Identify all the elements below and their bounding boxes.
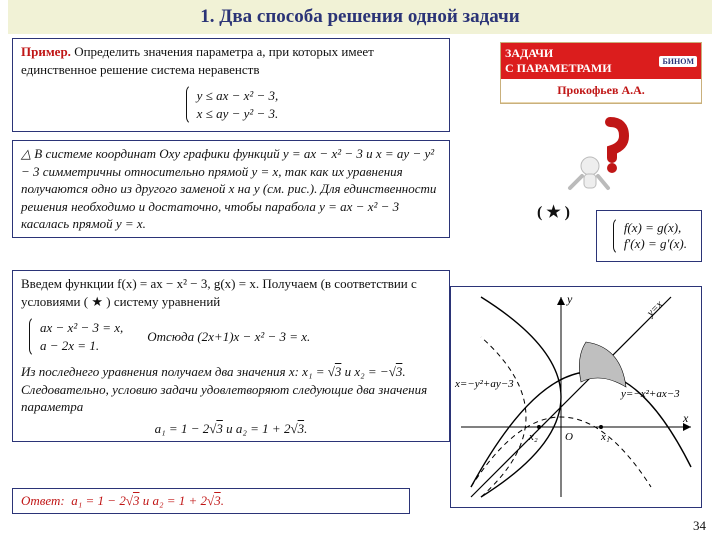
book-cover: ЗАДАЧИ С ПАРАМЕТРАМИ БИНОМ Прокофьев А.А… bbox=[500, 42, 702, 104]
example-box: Пример. Определить значения параметра a,… bbox=[12, 38, 450, 132]
solution-system-row-1: ax − x² − 3 = x, bbox=[40, 319, 123, 337]
tangent-system-row-2: f′(x) = g′(x). bbox=[624, 236, 687, 252]
star-label: ( ★ ) bbox=[537, 202, 570, 222]
example-text: Определить значения параметра a, при кот… bbox=[21, 44, 374, 77]
plot-x1-label: x₁ bbox=[600, 431, 610, 443]
tangent-system-box: f(x) = g(x), f′(x) = g′(x). bbox=[596, 210, 702, 262]
solution-aside: Отсюда (2x+1)x − x² − 3 = x. bbox=[147, 328, 310, 346]
book-title-2: С ПАРАМЕТРАМИ bbox=[505, 61, 612, 75]
solution-system: ax − x² − 3 = x, a − 2x = 1. bbox=[29, 316, 129, 357]
plot-y-axis-label: y bbox=[566, 292, 573, 306]
plot-curve-right-label: y=−x²+ax−3 bbox=[620, 388, 680, 400]
page-number: 34 bbox=[693, 518, 706, 534]
system-1: y ≤ ax − x² − 3, x ≤ ay − y² − 3. bbox=[186, 84, 285, 125]
solution-values: Из последнего уравнения получаем два зна… bbox=[21, 363, 441, 416]
plot-origin-label: O bbox=[565, 431, 573, 443]
book-title-1: ЗАДАЧИ bbox=[505, 46, 553, 60]
page-title: 1. Два способа решения одной задачи bbox=[8, 0, 712, 34]
solution-a-values: a₁ = 1 − 2√3 и a₂ = 1 + 2√3. bbox=[21, 420, 441, 438]
answer-label: Ответ: bbox=[21, 493, 65, 508]
solution-values-a: Из последнего уравнения получаем два зна… bbox=[21, 364, 328, 379]
publisher-badge: БИНОМ bbox=[659, 56, 697, 67]
tangent-system: f(x) = g(x), f′(x) = g′(x). bbox=[613, 217, 693, 255]
answer-a1: a₁ = 1 − 2 bbox=[71, 493, 126, 508]
solution-intro: Введем функции f(x) = ax − x² − 3, g(x) … bbox=[21, 275, 441, 310]
solution-system-row-2: a − 2x = 1. bbox=[40, 337, 123, 355]
plot-curve-left-label: x=−y²+ay−3 bbox=[454, 378, 514, 390]
plot-yx-label: y=x bbox=[644, 298, 665, 319]
explanation-box: △ В системе координат Oxy графики функци… bbox=[12, 140, 450, 238]
system-1-row-2: x ≤ ay − y² − 3. bbox=[197, 105, 279, 123]
answer-box: Ответ: a₁ = 1 − 2√3 и a₂ = 1 + 2√3. bbox=[12, 488, 410, 514]
a-mid: и a₂ = 1 + 2 bbox=[223, 421, 291, 436]
solution-intro-text: Введем функции f(x) = ax − x² − 3, g(x) … bbox=[21, 276, 417, 309]
a1-lhs: a₁ = 1 − 2 bbox=[155, 421, 210, 436]
answer-a2: a₂ = 1 + 2 bbox=[152, 493, 207, 508]
a-tail: . bbox=[304, 421, 307, 436]
book-author: Прокофьев А.А. bbox=[501, 79, 701, 102]
mascot-icon bbox=[560, 116, 650, 196]
plot-x2-label: x₂ bbox=[528, 431, 538, 443]
solution-box: Введем функции f(x) = ax − x² − 3, g(x) … bbox=[12, 270, 450, 442]
answer-mid: и bbox=[139, 493, 152, 508]
answer-tail: . bbox=[221, 493, 224, 508]
system-1-row-1: y ≤ ax − x² − 3, bbox=[197, 87, 279, 105]
tangent-system-row-1: f(x) = g(x), bbox=[624, 220, 687, 236]
plot-x-axis-label: x bbox=[682, 411, 689, 425]
explanation-text: △ В системе координат Oxy графики функци… bbox=[21, 146, 436, 231]
example-label: Пример. bbox=[21, 44, 71, 59]
plot: x₁ x₂ O x y y=x x=−y²+ay−3 y=−x²+ax−3 bbox=[450, 286, 702, 508]
solution-values-b: и x₂ = − bbox=[341, 364, 388, 379]
